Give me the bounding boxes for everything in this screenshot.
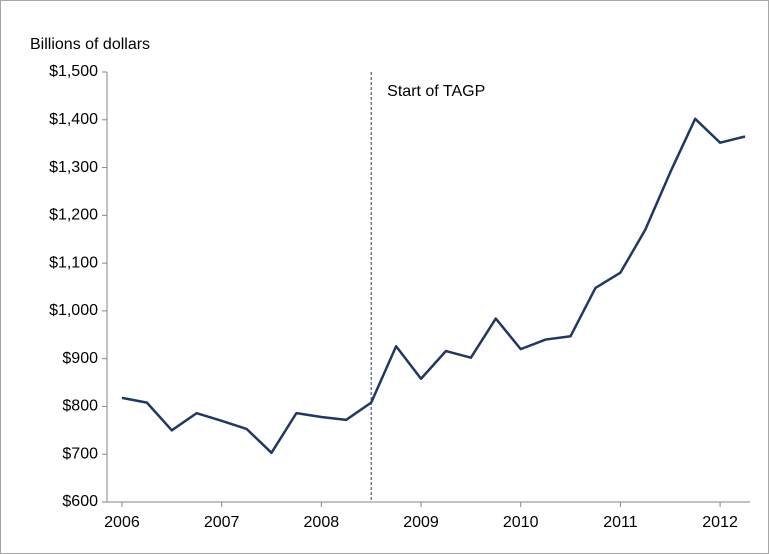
- y-tick-label: $1,000: [49, 302, 98, 319]
- y-axis-label: Billions of dollars: [30, 36, 150, 53]
- y-tick-label: $1,200: [49, 207, 98, 224]
- y-tick-label: $600: [62, 493, 98, 510]
- y-tick-label: $1,100: [49, 254, 98, 271]
- data-line: [121, 117, 746, 455]
- y-tick-label: $900: [62, 350, 98, 367]
- x-tick-label: 2011: [603, 514, 638, 531]
- y-tick-label: $800: [62, 398, 98, 415]
- y-tick-label: $700: [62, 445, 98, 462]
- y-tick-label: $1,300: [49, 159, 98, 176]
- x-tick-label: 2010: [503, 514, 539, 531]
- y-tick-label: $1,500: [49, 63, 98, 80]
- annotation-text: Start of TAGP: [387, 83, 485, 100]
- x-tick-label: 2009: [403, 514, 439, 531]
- y-tick-label: $1,400: [49, 111, 98, 128]
- x-tick-label: 2008: [304, 514, 340, 531]
- x-tick-label: 2012: [702, 514, 738, 531]
- x-tick-label: 2006: [104, 514, 140, 531]
- x-tick-label: 2007: [204, 514, 240, 531]
